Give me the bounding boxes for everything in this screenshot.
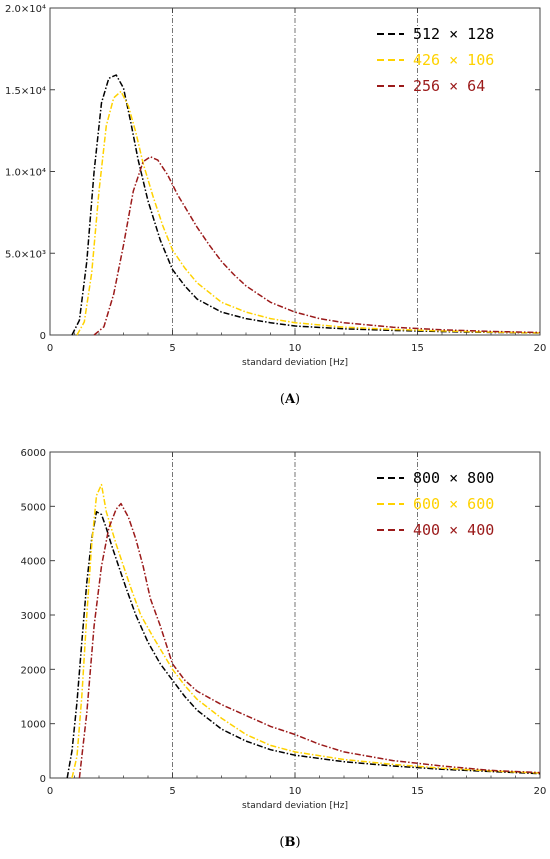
y-tick-label: 6000: [21, 448, 46, 459]
panel-a: 0 5 10 15 20 0 5.0×10³ 1.0×10⁴ 1.5×10⁴ 2.0×10⁴ sta…: [5, 4, 546, 407]
panel-b: 0 5 10 15 20 0 1000 2000 3000 4000 5000 6000 standar…: [21, 448, 547, 850]
series-line: [71, 74, 541, 336]
x-tick-label: 0: [47, 786, 53, 797]
y-tick-label: 0: [40, 331, 46, 342]
x-tick-label: 20: [534, 786, 547, 797]
y-tick-label: 5.0×10³: [5, 249, 46, 260]
y-tick-label: 3000: [21, 611, 46, 622]
x-tick-label: 15: [411, 343, 424, 354]
legend-entry: 800 × 800: [413, 469, 494, 487]
x-tick-label: 20: [534, 343, 547, 354]
y-tick-label: 2.0×10⁴: [5, 4, 46, 15]
panel-label: (B): [279, 835, 300, 850]
x-axis-label: standard deviation [Hz]: [242, 801, 348, 811]
y-tick-label: 5000: [21, 502, 46, 513]
legend: 512 × 128 426 × 106 256 × 64: [377, 25, 494, 95]
series-line: [76, 90, 541, 336]
panel-label-part: (: [280, 392, 285, 407]
y-tick-label: 2000: [21, 665, 46, 676]
series-line: [78, 502, 541, 779]
x-tick-label: 10: [289, 343, 302, 354]
panel-label-part: ): [295, 392, 300, 407]
x-axis-label: standard deviation [Hz]: [242, 358, 348, 368]
y-tick-label: 1.0×10⁴: [5, 168, 46, 179]
legend-entry: 426 × 106: [413, 51, 494, 69]
series-line: [66, 511, 541, 779]
x-tick-label: 0: [47, 343, 53, 354]
legend: 800 × 800 600 × 600 400 × 400: [377, 469, 494, 539]
y-tick-label: 0: [40, 774, 46, 785]
panel-label: (A): [280, 392, 300, 407]
legend-entry: 512 × 128: [413, 25, 494, 43]
panel-label-part: B: [285, 835, 296, 850]
y-tick-label: 4000: [21, 557, 46, 568]
x-tick-label: 15: [411, 786, 424, 797]
panel-label-part: A: [284, 392, 296, 407]
legend-entry: 256 × 64: [413, 77, 485, 95]
y-tick-label: 1000: [21, 720, 46, 731]
series-line: [93, 156, 541, 336]
legend-entry: 400 × 400: [413, 521, 494, 539]
x-tick-label: 5: [169, 343, 175, 354]
y-tick-label: 1.5×10⁴: [5, 86, 46, 97]
x-tick-label: 10: [289, 786, 302, 797]
x-tick-label: 5: [169, 786, 175, 797]
series-line: [71, 483, 541, 779]
panel-label-part: ): [296, 835, 301, 850]
panel-label-part: (: [279, 835, 284, 850]
legend-entry: 600 × 600: [413, 495, 494, 513]
